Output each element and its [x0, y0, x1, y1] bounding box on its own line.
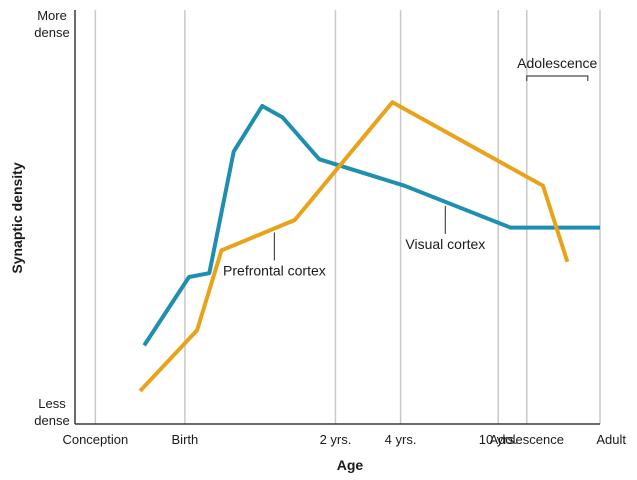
x-tick-labels: Conception Birth 2 yrs. 4 yrs. 10 yrs.Adoles… [62, 432, 626, 447]
y-axis-title: Synaptic density [9, 162, 25, 273]
series-line-1 [138, 100, 570, 393]
x-tick-label-3: 4 yrs. [385, 432, 417, 447]
x-tick-label-2: 2 yrs. [320, 432, 352, 447]
series-label-1: Prefrontal cortex [223, 262, 326, 278]
x-tick-label-5: Adolescence [490, 432, 564, 447]
annotation-bracket-0 [526, 75, 589, 81]
x-axis-title: Age [337, 457, 364, 473]
y-top-label-line1: More [37, 8, 67, 23]
y-top-label-line2: dense [34, 25, 69, 40]
series-line-0 [142, 104, 600, 347]
series-layer [138, 100, 600, 393]
annotation-label-0: Adolescence [517, 55, 597, 71]
annotations: Adolescence [517, 55, 598, 81]
y-bottom-label-line1: Less [38, 396, 66, 411]
gridlines [94, 10, 601, 424]
series-label-0: Visual cortex [405, 236, 485, 252]
x-tick-label-0: Conception [62, 432, 128, 447]
x-tick-label-4: 10 yrs. [479, 432, 518, 447]
x-tick-label-6: Adult [596, 432, 626, 447]
series-labels: Visual cortex Prefrontal cortex [223, 205, 485, 278]
x-tick-label-1: Birth [172, 432, 199, 447]
y-bottom-label-line2: dense [34, 413, 69, 428]
